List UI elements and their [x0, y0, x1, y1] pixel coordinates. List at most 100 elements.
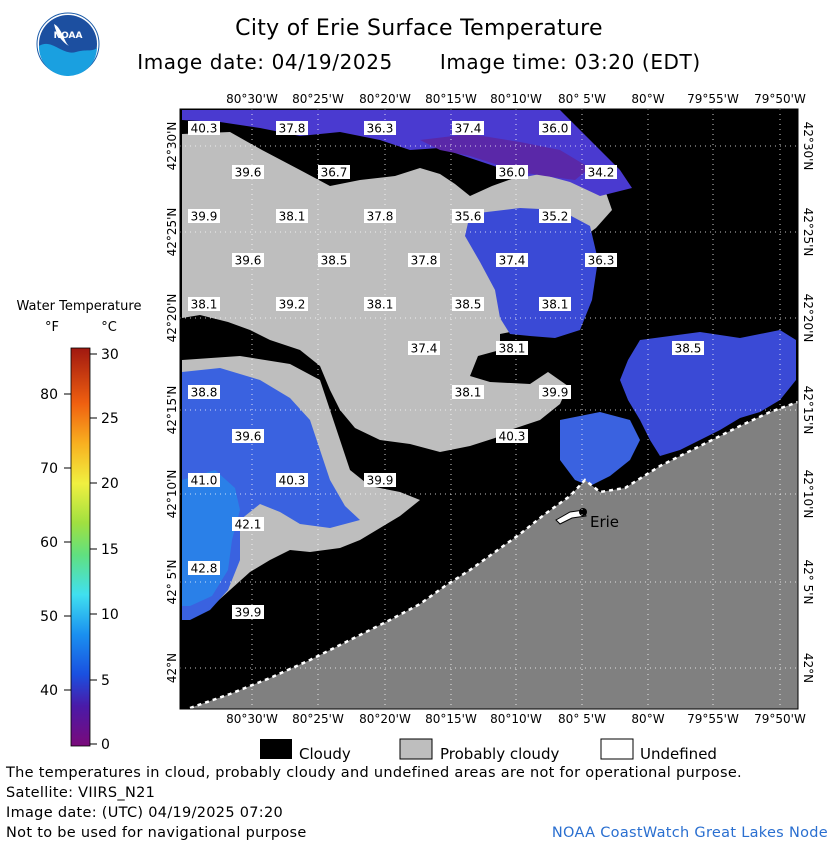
temperature-label: 39.2	[276, 297, 308, 312]
temperature-label-box	[232, 165, 264, 179]
temperature-label: 37.4	[408, 341, 440, 356]
temperature-label-box	[672, 341, 704, 355]
lat-left-label: 42°30'N	[165, 122, 179, 171]
temperature-label: 38.1	[452, 385, 484, 400]
footer-navigation-warning: Not to be used for navigational purpose	[6, 825, 307, 841]
lon-top-label: 80° 5'W	[558, 92, 606, 106]
lat-left-label: 42°25'N	[165, 208, 179, 257]
temperature-label: 38.5	[318, 253, 350, 268]
legend-c-tick: 30	[101, 347, 119, 363]
lat-right-label: 42°30'N	[801, 122, 815, 171]
temperature-label-box	[232, 429, 264, 443]
temperature-label-box	[496, 429, 528, 443]
temperature-label-text: 36.7	[321, 166, 348, 180]
lon-top-label: 80°10'W	[490, 92, 542, 106]
city-label: Erie	[590, 513, 619, 531]
legend-colorbar	[70, 347, 91, 747]
presque-isle	[555, 509, 587, 525]
temperature-label-box	[452, 121, 484, 135]
temperature-label-text: 37.8	[367, 210, 394, 224]
temperature-label-text: 38.1	[455, 386, 482, 400]
shoreline	[189, 400, 799, 710]
temperature-label-box	[364, 121, 396, 135]
temperature-label-text: 39.9	[191, 210, 218, 224]
legend-cloudy-swatch	[260, 739, 292, 759]
lon-bottom-label: 79°55'W	[687, 712, 739, 726]
lat-right-label: 42° 5'N	[801, 560, 815, 605]
temperature-label: 39.9	[539, 385, 571, 400]
lat-left-label: 42°20'N	[165, 294, 179, 343]
temperature-label-text: 39.6	[235, 166, 262, 180]
legend-f-tick: 80	[40, 387, 58, 403]
legend-undefined-label: Undefined	[640, 745, 717, 763]
temperature-label-box	[364, 209, 396, 223]
temperature-label-box	[276, 473, 308, 487]
map-content: 40.3 37.8 36.3 37.4 36.0 39.6 36.7 36.0 34.2 39.9…	[180, 109, 799, 710]
water-region-east	[620, 330, 796, 456]
temperature-label: 36.7	[318, 165, 350, 180]
legend-unit-f: °F	[45, 320, 59, 335]
legend-c-tick: 10	[101, 607, 119, 623]
lat-right-label: 42°N	[801, 653, 815, 683]
temperature-label: 37.4	[496, 253, 528, 268]
legend-probably-cloudy-label: Probably cloudy	[440, 745, 559, 763]
temperature-label: 35.6	[452, 209, 484, 224]
temperature-label-text: 39.9	[542, 386, 569, 400]
temperature-label-text: 35.2	[542, 210, 569, 224]
temperature-label: 38.1	[496, 341, 528, 356]
temperature-label-box	[232, 253, 264, 267]
noaa-logo-icon: NOAA	[36, 12, 100, 77]
legend-c-tick: 20	[101, 476, 119, 492]
temperature-label-text: 39.6	[235, 254, 262, 268]
temperature-label: 38.1	[539, 297, 571, 312]
temperature-label-box	[188, 121, 220, 135]
temperature-label: 39.9	[364, 473, 396, 488]
temperature-label-box	[539, 209, 571, 223]
temperature-label: 35.2	[539, 209, 571, 224]
temperature-label: 39.9	[188, 209, 220, 224]
axis-labels: 80°30'W 80°25'W 80°20'W 80°15'W 80°10'W …	[165, 92, 815, 726]
lon-top-label: 80°30'W	[226, 92, 278, 106]
water-region-nearshore	[560, 412, 640, 486]
temperature-label-text: 38.1	[279, 210, 306, 224]
temperature-label-box	[452, 385, 484, 399]
temperature-labels: 40.3 37.8 36.3 37.4 36.0 39.6 36.7 36.0 34.2 39.9…	[188, 121, 704, 620]
city-marker	[579, 508, 587, 516]
lat-left-label: 42°15'N	[165, 386, 179, 435]
temperature-label-text: 39.9	[367, 474, 394, 488]
temperature-label: 39.9	[232, 605, 264, 620]
temperature-label-box	[539, 121, 571, 135]
temperature-label-text: 39.2	[279, 298, 306, 312]
lon-bottom-label: 80°10'W	[490, 712, 542, 726]
lat-left-label: 42°N	[165, 653, 179, 683]
temperature-label-text: 40.3	[499, 430, 526, 444]
temperature-label-text: 38.1	[542, 298, 569, 312]
legend-c-tick: 15	[101, 542, 119, 558]
temperature-label-box	[364, 297, 396, 311]
temperature-label-box	[188, 297, 220, 311]
noaa-logo-text: NOAA	[54, 31, 83, 41]
lat-right-label: 42°10'N	[801, 470, 815, 519]
temperature-label: 40.3	[188, 121, 220, 136]
lon-top-label: 80°15'W	[425, 92, 477, 106]
lat-right-label: 42°20'N	[801, 294, 815, 343]
temperature-label: 38.8	[188, 385, 220, 400]
temperature-label-text: 37.4	[499, 254, 526, 268]
legend-probably-cloudy-swatch	[399, 738, 433, 760]
legend-c-tick: 25	[101, 411, 119, 427]
lat-right-label: 42°25'N	[801, 208, 815, 257]
temperature-label-text: 36.3	[588, 254, 615, 268]
legend-f-tick: 70	[40, 461, 58, 477]
temperature-label: 37.4	[452, 121, 484, 136]
temperature-label: 38.5	[452, 297, 484, 312]
lat-left-label: 42°10'N	[165, 470, 179, 519]
temperature-label-box	[364, 473, 396, 487]
temperature-label-text: 41.0	[191, 474, 218, 488]
lon-bottom-label: 80° 5'W	[558, 712, 606, 726]
temperature-label: 37.8	[364, 209, 396, 224]
footer-node-link[interactable]: NOAA CoastWatch Great Lakes Node	[551, 825, 828, 841]
temperature-label: 34.2	[585, 165, 617, 180]
noaa-logo: NOAA	[36, 12, 100, 80]
lon-bottom-label: 80°30'W	[226, 712, 278, 726]
temperature-label-box	[585, 253, 617, 267]
